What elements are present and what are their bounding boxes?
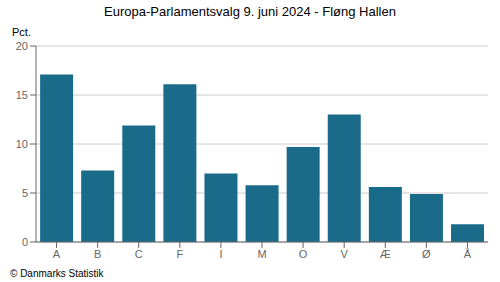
svg-text:C: C [135, 248, 143, 260]
svg-text:0: 0 [22, 236, 28, 248]
html-text:Pct.: Pct. [12, 26, 31, 38]
svg-text:Å: Å [464, 248, 472, 260]
svg-text:20: 20 [16, 40, 28, 52]
svg-text:15: 15 [16, 89, 28, 101]
html-text:© Danmarks Statistik: © Danmarks Statistik [10, 268, 104, 279]
svg-text:10: 10 [16, 138, 28, 150]
svg-text:M: M [257, 248, 266, 260]
svg-text:Æ: Æ [380, 248, 391, 260]
svg-text:I: I [219, 248, 222, 260]
svg-text:F: F [176, 248, 183, 260]
svg-text:5: 5 [22, 187, 28, 199]
html-text:Europa-Parlamentsvalg 9. juni: Europa-Parlamentsvalg 9. juni 2024 - Flø… [104, 4, 396, 19]
svg-text:Ø: Ø [422, 248, 431, 260]
svg-text:B: B [94, 248, 101, 260]
svg-text:V: V [341, 248, 349, 260]
svg-text:A: A [53, 248, 61, 260]
svg-text:O: O [299, 248, 308, 260]
